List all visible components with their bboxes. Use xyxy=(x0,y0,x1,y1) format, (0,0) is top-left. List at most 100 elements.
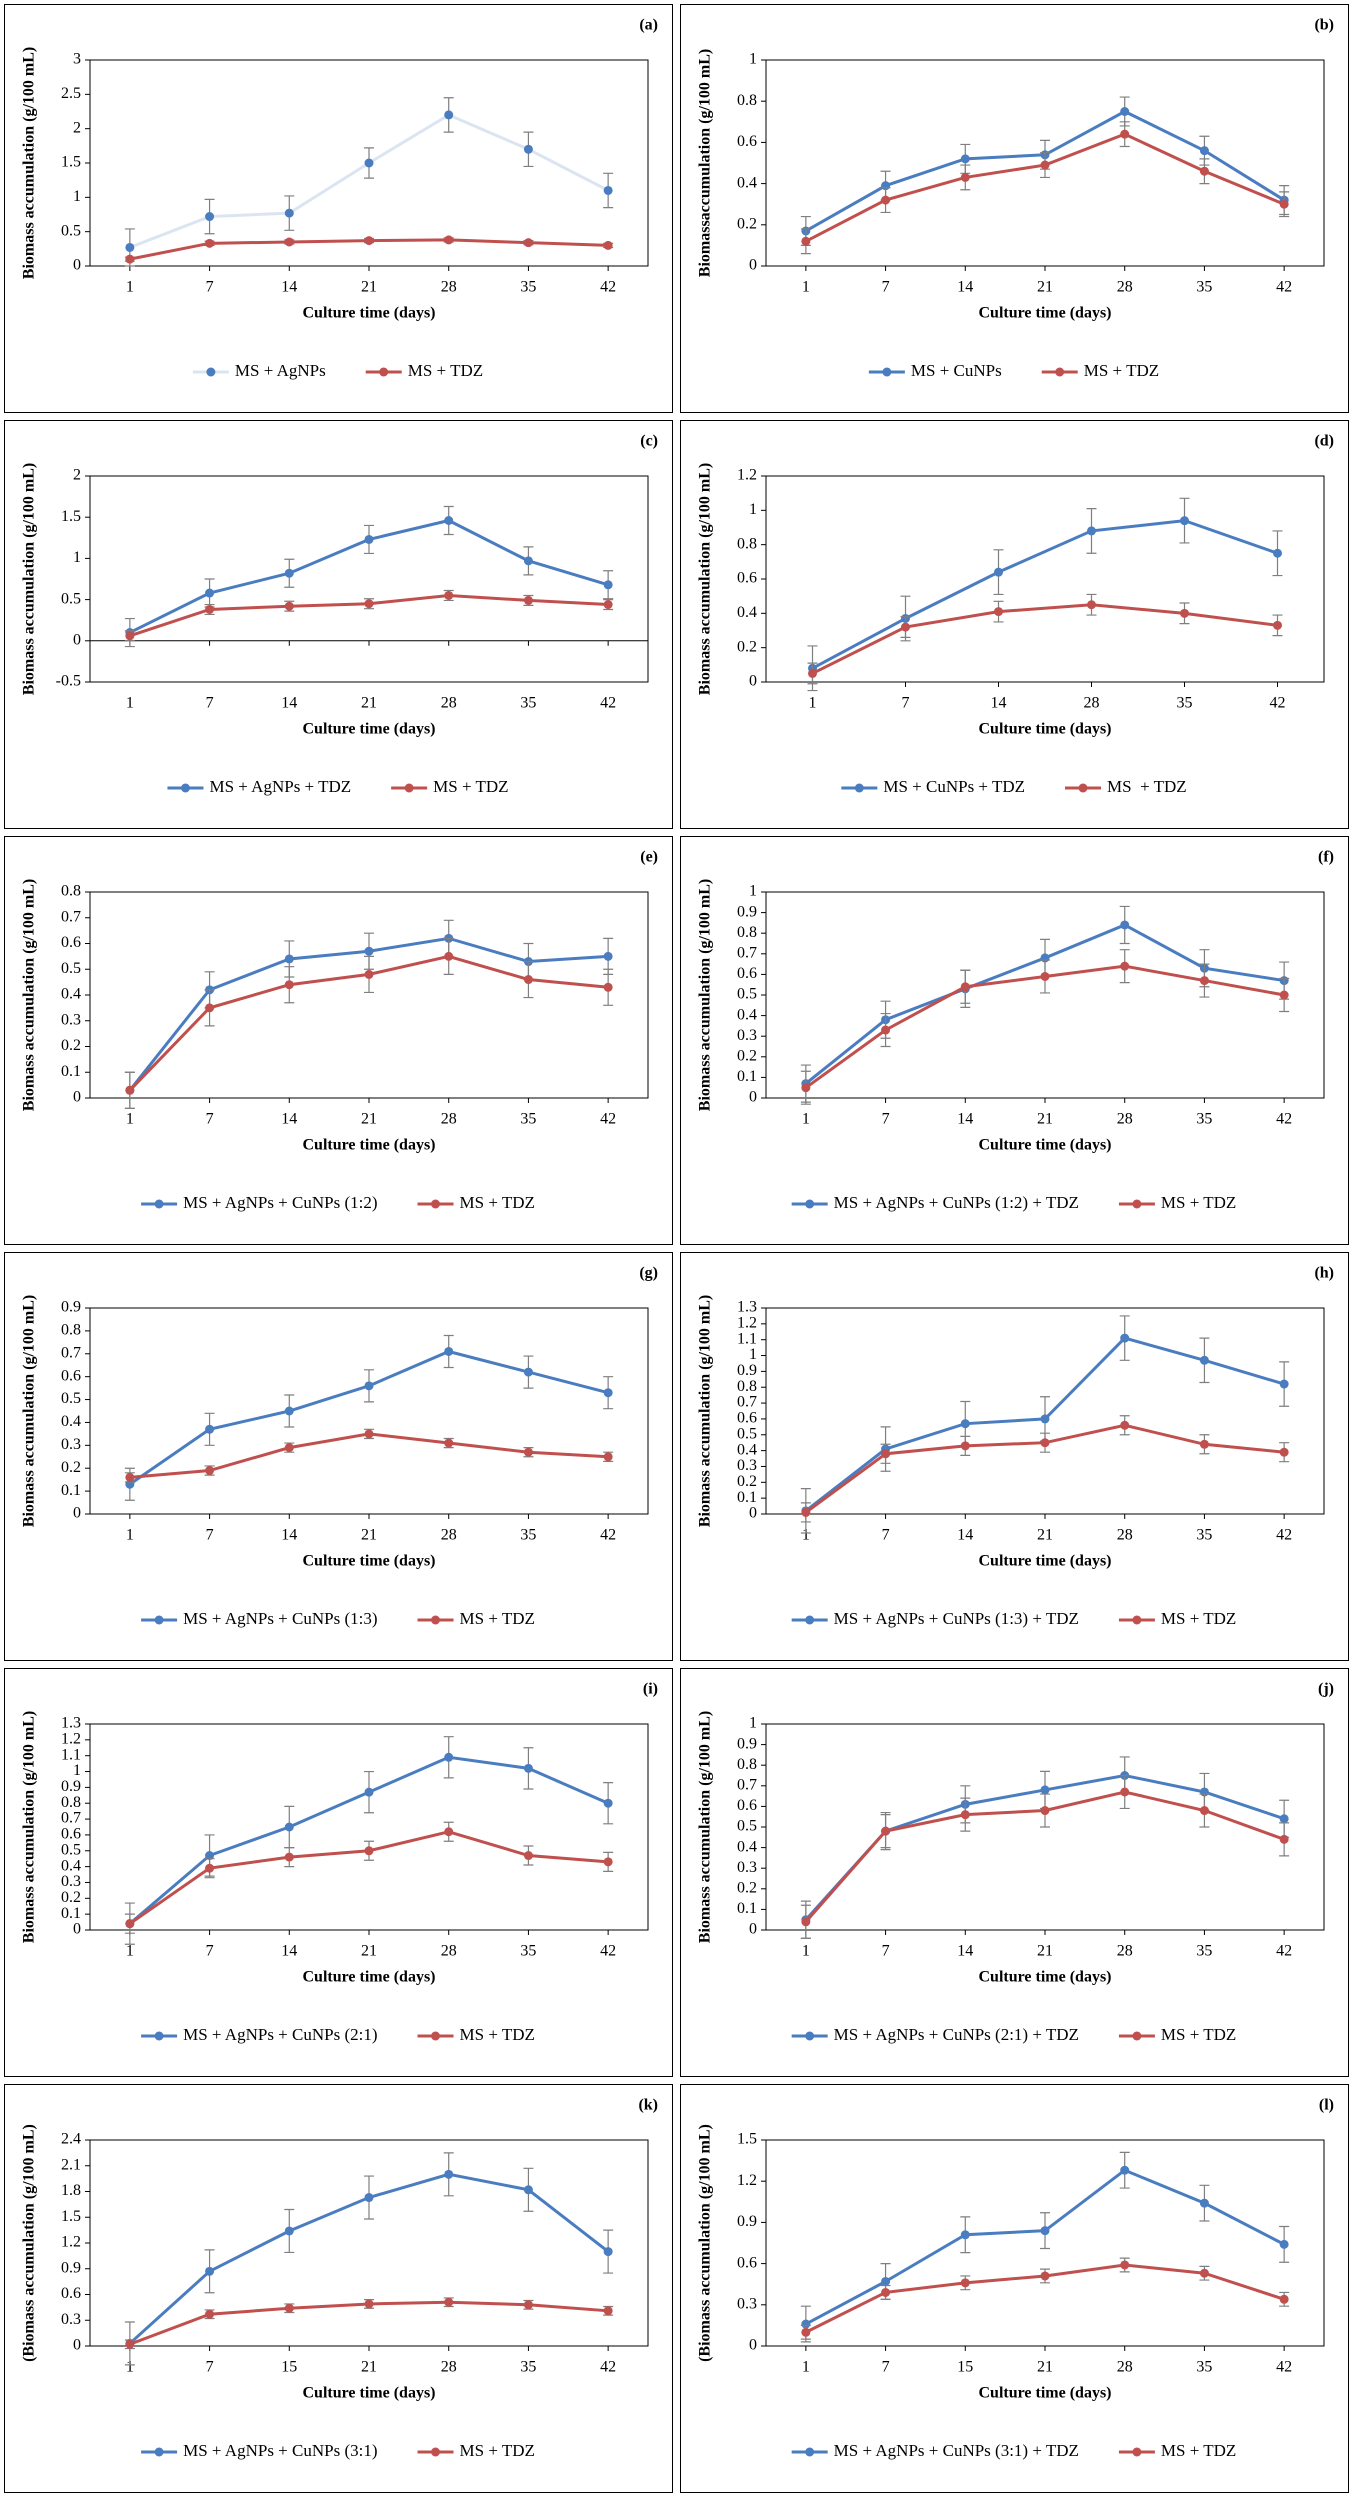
legend: MS + AgNPs + CuNPs (1:3) MS + TDZ xyxy=(141,1609,535,1628)
y-tick-label: 0.9 xyxy=(61,2259,81,2276)
legend-marker xyxy=(1132,1199,1142,1209)
x-axis-title: Culture time (days) xyxy=(302,2385,435,2402)
y-tick-label: 0.5 xyxy=(61,960,81,977)
panel-border xyxy=(680,836,1349,1245)
data-point xyxy=(523,595,533,605)
chart-panel: (a) 0 0.5 1 1.5 2 2.5 3 1 7 14 21 28 35 42 Culture time… xyxy=(4,4,673,413)
y-tick-label: 0.2 xyxy=(737,215,757,232)
x-tick-label: 42 xyxy=(600,695,616,712)
data-point xyxy=(444,1346,454,1356)
x-tick-label: 42 xyxy=(1276,279,1292,296)
y-tick-label: 0.7 xyxy=(737,1394,757,1411)
data-point xyxy=(801,1507,811,1517)
x-tick-label: 1 xyxy=(802,2359,810,2376)
y-axis-title: Biomass accumulation (g/100 mL) xyxy=(21,1295,38,1527)
x-tick-label: 7 xyxy=(902,695,910,712)
y-tick-label: 0.4 xyxy=(737,1838,757,1855)
x-tick-label: 14 xyxy=(281,1943,297,1960)
legend: MS + CuNPs + TDZ MS + TDZ xyxy=(841,777,1187,796)
legend-label: MS + TDZ xyxy=(1107,777,1187,796)
data-point xyxy=(364,236,374,246)
x-tick-label: 1 xyxy=(802,1943,810,1960)
data-point xyxy=(1120,920,1130,930)
y-tick-label: 0 xyxy=(73,257,81,274)
panel-border xyxy=(680,4,1349,413)
x-tick-label: 35 xyxy=(520,1943,536,1960)
data-point xyxy=(205,2309,215,2319)
data-point xyxy=(205,238,215,248)
legend-marker xyxy=(180,783,190,793)
data-point xyxy=(364,1846,374,1856)
x-tick-label: 7 xyxy=(206,1111,214,1128)
legend-label: MS + AgNPs + CuNPs (2:1) xyxy=(183,2025,377,2044)
legend-marker xyxy=(154,1615,164,1625)
legend: MS + CuNPs MS + TDZ xyxy=(868,361,1159,380)
y-tick-label: 0 xyxy=(73,2337,81,2354)
x-tick-label: 21 xyxy=(1037,1527,1053,1544)
x-tick-label: 1 xyxy=(126,1111,134,1128)
plot-area xyxy=(89,475,649,683)
x-tick-label: 14 xyxy=(281,1527,297,1544)
data-point xyxy=(1279,990,1289,1000)
chart-panel: (d) 0 0.2 0.4 0.6 0.8 1 1.2 1 7 14 28 35 42 Culture ti… xyxy=(680,420,1349,829)
data-point xyxy=(444,1827,454,1837)
x-tick-label: 21 xyxy=(361,1943,377,1960)
y-tick-label: 1.5 xyxy=(737,2131,757,2148)
data-point xyxy=(364,534,374,544)
x-tick-label: 7 xyxy=(206,695,214,712)
legend-marker xyxy=(882,367,892,377)
data-point xyxy=(1199,976,1209,986)
data-point xyxy=(960,1441,970,1451)
x-tick-label: 35 xyxy=(520,1111,536,1128)
panel-label: (g) xyxy=(639,1265,658,1282)
x-tick-label: 21 xyxy=(1037,1943,1053,1960)
data-point xyxy=(205,1003,215,1013)
y-tick-label: 0.5 xyxy=(737,1818,757,1835)
panel-label: (j) xyxy=(1318,1681,1334,1698)
data-point xyxy=(1180,608,1189,618)
x-tick-label: 35 xyxy=(1196,279,1212,296)
y-tick-label: 0.2 xyxy=(61,1037,81,1054)
y-tick-label: 0.9 xyxy=(737,2213,757,2230)
x-tick-label: 14 xyxy=(957,1943,973,1960)
x-tick-label: 28 xyxy=(1117,1943,1133,1960)
x-axis-title: Culture time (days) xyxy=(302,305,435,322)
y-tick-label: 1 xyxy=(749,1346,757,1363)
data-point xyxy=(994,607,1003,617)
x-tick-label: 21 xyxy=(1037,1111,1053,1128)
y-tick-label: 0.8 xyxy=(61,1794,81,1811)
y-tick-label: 0.4 xyxy=(737,1006,757,1023)
data-point xyxy=(125,1085,135,1095)
x-tick-label: 35 xyxy=(520,2359,536,2376)
x-tick-label: 15 xyxy=(281,2359,297,2376)
y-tick-label: 2.4 xyxy=(61,2131,81,2148)
data-point xyxy=(881,2287,891,2297)
y-axis-title: (Biomass accumulation (g/100 mL) xyxy=(21,2124,38,2362)
y-tick-label: 0.3 xyxy=(61,1436,81,1453)
data-point xyxy=(1279,1834,1289,1844)
legend-label: MS + AgNPs + CuNPs (3:1) xyxy=(183,2441,377,2460)
data-point xyxy=(603,951,613,961)
data-point xyxy=(1120,2165,1130,2175)
data-point xyxy=(1279,2239,1289,2249)
panel-border xyxy=(4,1668,673,2077)
data-point xyxy=(284,1852,294,1862)
data-point xyxy=(603,1798,613,1808)
legend-marker xyxy=(805,1615,815,1625)
x-tick-label: 1 xyxy=(809,695,817,712)
data-point xyxy=(284,980,294,990)
chart-panel: (h)00.10.20.30.40.50.60.70.80.911.11.21.… xyxy=(680,1252,1349,1661)
data-point xyxy=(1040,1414,1050,1424)
data-point xyxy=(1120,129,1130,139)
x-axis-title: Culture time (days) xyxy=(302,1137,435,1154)
y-tick-label: 0.2 xyxy=(737,1879,757,1896)
plot-area xyxy=(89,1723,649,1931)
x-axis-title: Culture time (days) xyxy=(978,1969,1111,1986)
data-point xyxy=(205,1466,215,1476)
data-point xyxy=(444,110,454,120)
y-tick-label: 0.4 xyxy=(737,604,757,621)
data-point xyxy=(364,1787,374,1797)
x-tick-label: 28 xyxy=(441,695,457,712)
x-tick-label: 35 xyxy=(520,1527,536,1544)
y-tick-label: 0.1 xyxy=(737,1068,757,1085)
